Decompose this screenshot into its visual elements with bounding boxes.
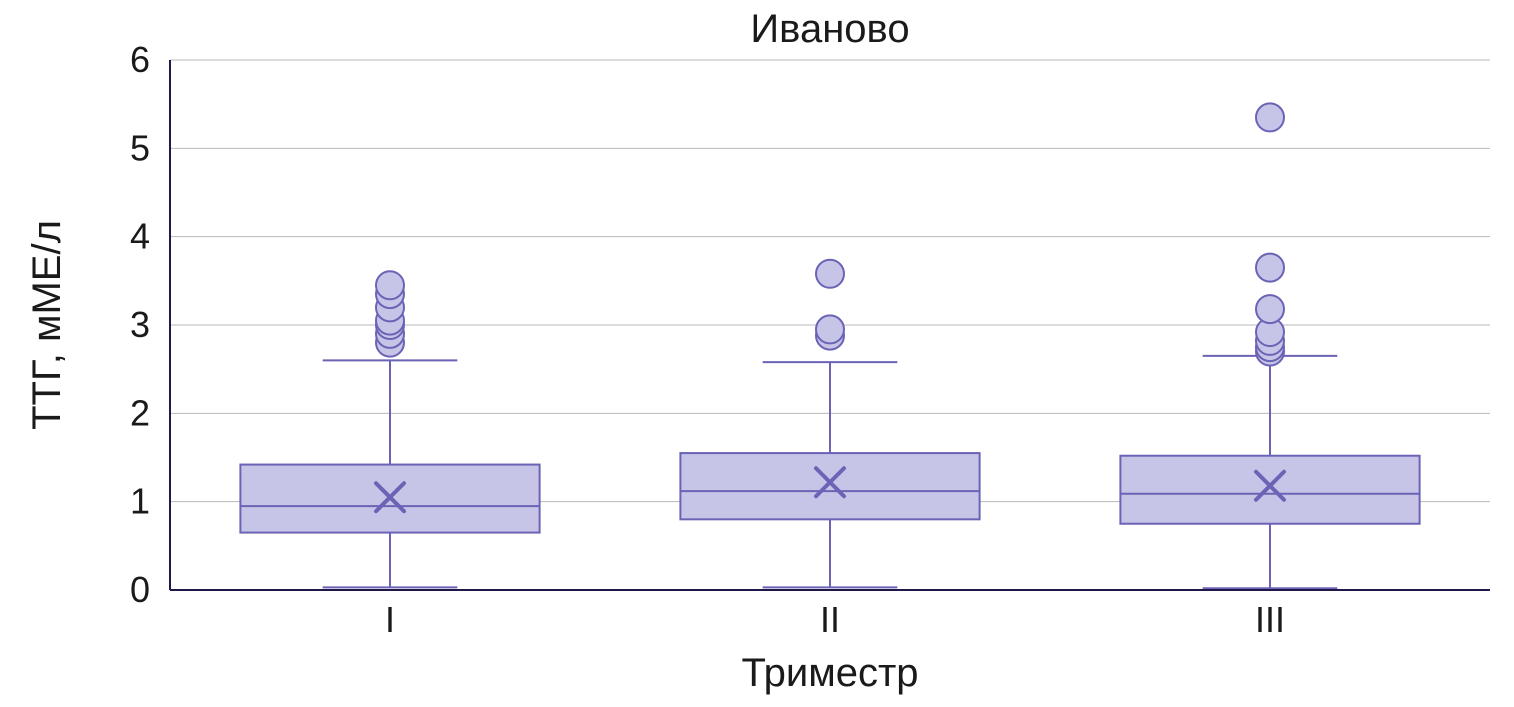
y-tick-label: 4	[130, 216, 150, 257]
y-tick-label: 6	[130, 39, 150, 80]
outlier-point	[816, 315, 844, 343]
box	[680, 453, 979, 519]
y-tick-label: 5	[130, 127, 150, 168]
y-tick-label: 2	[130, 392, 150, 433]
x-tick-label: II	[820, 599, 840, 640]
y-axis-label: ТТГ, мМЕ/л	[25, 220, 69, 430]
chart-title: Иваново	[750, 7, 909, 51]
box	[1120, 456, 1419, 524]
outlier-point	[816, 260, 844, 288]
outlier-point	[1256, 254, 1284, 282]
x-axis-label: Триместр	[741, 651, 918, 695]
outlier-point	[1256, 295, 1284, 323]
outlier-point	[376, 271, 404, 299]
outlier-point	[1256, 103, 1284, 131]
x-tick-label: III	[1255, 599, 1285, 640]
y-tick-label: 1	[130, 481, 150, 522]
boxplot-chart: 0123456IIIIIIИвановоТриместрТТГ, мМЕ/л	[0, 0, 1514, 707]
x-tick-label: I	[385, 599, 395, 640]
y-tick-label: 3	[130, 304, 150, 345]
y-tick-label: 0	[130, 569, 150, 610]
